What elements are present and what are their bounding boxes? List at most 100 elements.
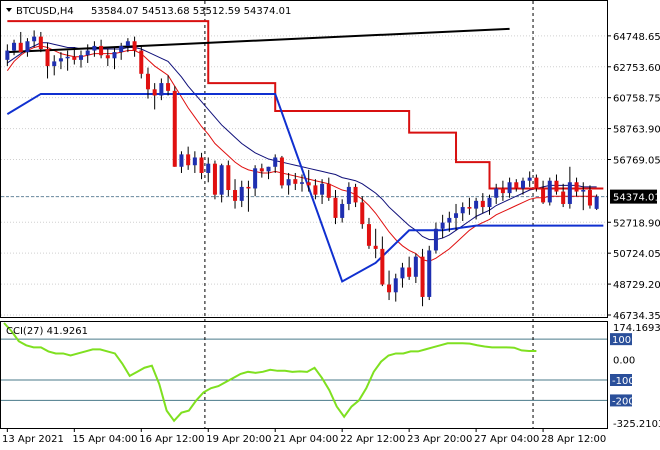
symbol-dropdown-icon[interactable] bbox=[6, 8, 12, 12]
candle[interactable] bbox=[246, 180, 251, 212]
candle[interactable] bbox=[119, 42, 124, 60]
candle[interactable] bbox=[594, 194, 599, 210]
candle[interactable] bbox=[186, 146, 191, 170]
candle[interactable] bbox=[32, 30, 37, 48]
candle[interactable] bbox=[413, 253, 418, 283]
candle[interactable] bbox=[440, 214, 445, 239]
candle[interactable] bbox=[427, 245, 432, 301]
candle[interactable] bbox=[105, 49, 110, 67]
candle[interactable] bbox=[393, 273, 398, 302]
candle[interactable] bbox=[333, 190, 338, 225]
candle[interactable] bbox=[18, 31, 23, 53]
candle[interactable] bbox=[45, 42, 50, 79]
candle[interactable] bbox=[5, 44, 10, 67]
candle[interactable] bbox=[152, 83, 157, 110]
candle[interactable] bbox=[159, 78, 164, 101]
candle[interactable] bbox=[125, 38, 130, 53]
candle[interactable] bbox=[507, 177, 512, 198]
candle[interactable] bbox=[206, 157, 211, 183]
candle[interactable] bbox=[561, 183, 566, 208]
candle[interactable] bbox=[25, 38, 30, 57]
candle-body-bear bbox=[199, 157, 204, 173]
candle[interactable] bbox=[387, 270, 392, 301]
candle[interactable] bbox=[313, 179, 318, 200]
candle[interactable] bbox=[373, 228, 378, 259]
candle[interactable] bbox=[65, 50, 70, 71]
candle[interactable] bbox=[454, 203, 459, 231]
candle[interactable] bbox=[266, 166, 271, 180]
candle[interactable] bbox=[192, 151, 197, 173]
candle[interactable] bbox=[500, 180, 505, 201]
candle[interactable] bbox=[219, 163, 224, 203]
candle[interactable] bbox=[253, 165, 258, 197]
candle[interactable] bbox=[380, 236, 385, 287]
candle[interactable] bbox=[273, 154, 278, 173]
candle[interactable] bbox=[212, 160, 217, 200]
candle[interactable] bbox=[494, 183, 499, 204]
candle[interactable] bbox=[520, 177, 525, 195]
candle[interactable] bbox=[527, 171, 532, 187]
candle-body-bear bbox=[407, 267, 412, 277]
candle[interactable] bbox=[226, 160, 231, 197]
candle[interactable] bbox=[340, 199, 345, 223]
candle[interactable] bbox=[554, 174, 559, 195]
candle[interactable] bbox=[447, 211, 452, 232]
candle[interactable] bbox=[172, 86, 177, 167]
candle[interactable] bbox=[366, 217, 371, 249]
candle[interactable] bbox=[514, 179, 519, 192]
candle[interactable] bbox=[400, 262, 405, 288]
candle[interactable] bbox=[112, 47, 117, 70]
candle[interactable] bbox=[467, 197, 472, 215]
candle[interactable] bbox=[92, 41, 97, 57]
candle[interactable] bbox=[286, 172, 291, 195]
candle[interactable] bbox=[79, 50, 84, 68]
candle[interactable] bbox=[179, 151, 184, 173]
candle[interactable] bbox=[480, 193, 485, 214]
candle[interactable] bbox=[353, 183, 358, 208]
time-tick-label: 27 Apr 04:00 bbox=[474, 434, 539, 445]
candle[interactable] bbox=[85, 44, 90, 63]
candle[interactable] bbox=[306, 169, 311, 192]
candle[interactable] bbox=[574, 177, 579, 197]
candle[interactable] bbox=[547, 177, 552, 206]
cci-label: CCI(27) 41.9261 bbox=[6, 326, 88, 337]
candle[interactable] bbox=[72, 47, 77, 65]
candle[interactable] bbox=[199, 152, 204, 180]
cci-level-badge bbox=[610, 374, 632, 387]
candle[interactable] bbox=[541, 180, 546, 204]
candle-body-bear bbox=[353, 186, 358, 203]
candles[interactable] bbox=[5, 30, 599, 307]
candle[interactable] bbox=[293, 172, 298, 191]
candle[interactable] bbox=[360, 196, 365, 229]
cci-tick-label: 174.1693 bbox=[613, 323, 660, 334]
candle[interactable] bbox=[474, 197, 479, 220]
candle[interactable] bbox=[132, 36, 137, 57]
candle[interactable] bbox=[320, 179, 325, 204]
candle[interactable] bbox=[587, 185, 592, 209]
candle[interactable] bbox=[239, 180, 244, 208]
candle[interactable] bbox=[12, 39, 17, 56]
candle[interactable] bbox=[38, 31, 43, 53]
candle[interactable] bbox=[420, 248, 425, 307]
candle[interactable] bbox=[99, 39, 104, 59]
candle[interactable] bbox=[145, 67, 150, 99]
candle[interactable] bbox=[433, 222, 438, 254]
candle[interactable] bbox=[581, 182, 586, 211]
candle[interactable] bbox=[407, 256, 412, 280]
candle[interactable] bbox=[279, 155, 284, 189]
candle[interactable] bbox=[346, 182, 351, 211]
candle[interactable] bbox=[259, 163, 264, 178]
candle[interactable] bbox=[487, 194, 492, 215]
candle[interactable] bbox=[233, 179, 238, 209]
candle[interactable] bbox=[326, 177, 331, 201]
candle[interactable] bbox=[460, 202, 465, 222]
candle[interactable] bbox=[299, 174, 305, 192]
candle[interactable] bbox=[58, 52, 63, 70]
candle[interactable] bbox=[567, 166, 572, 209]
cci-panel-frame bbox=[0, 321, 608, 429]
candle[interactable] bbox=[166, 75, 171, 96]
candle[interactable] bbox=[52, 55, 57, 76]
candle[interactable] bbox=[139, 45, 144, 79]
candle[interactable] bbox=[534, 174, 539, 192]
